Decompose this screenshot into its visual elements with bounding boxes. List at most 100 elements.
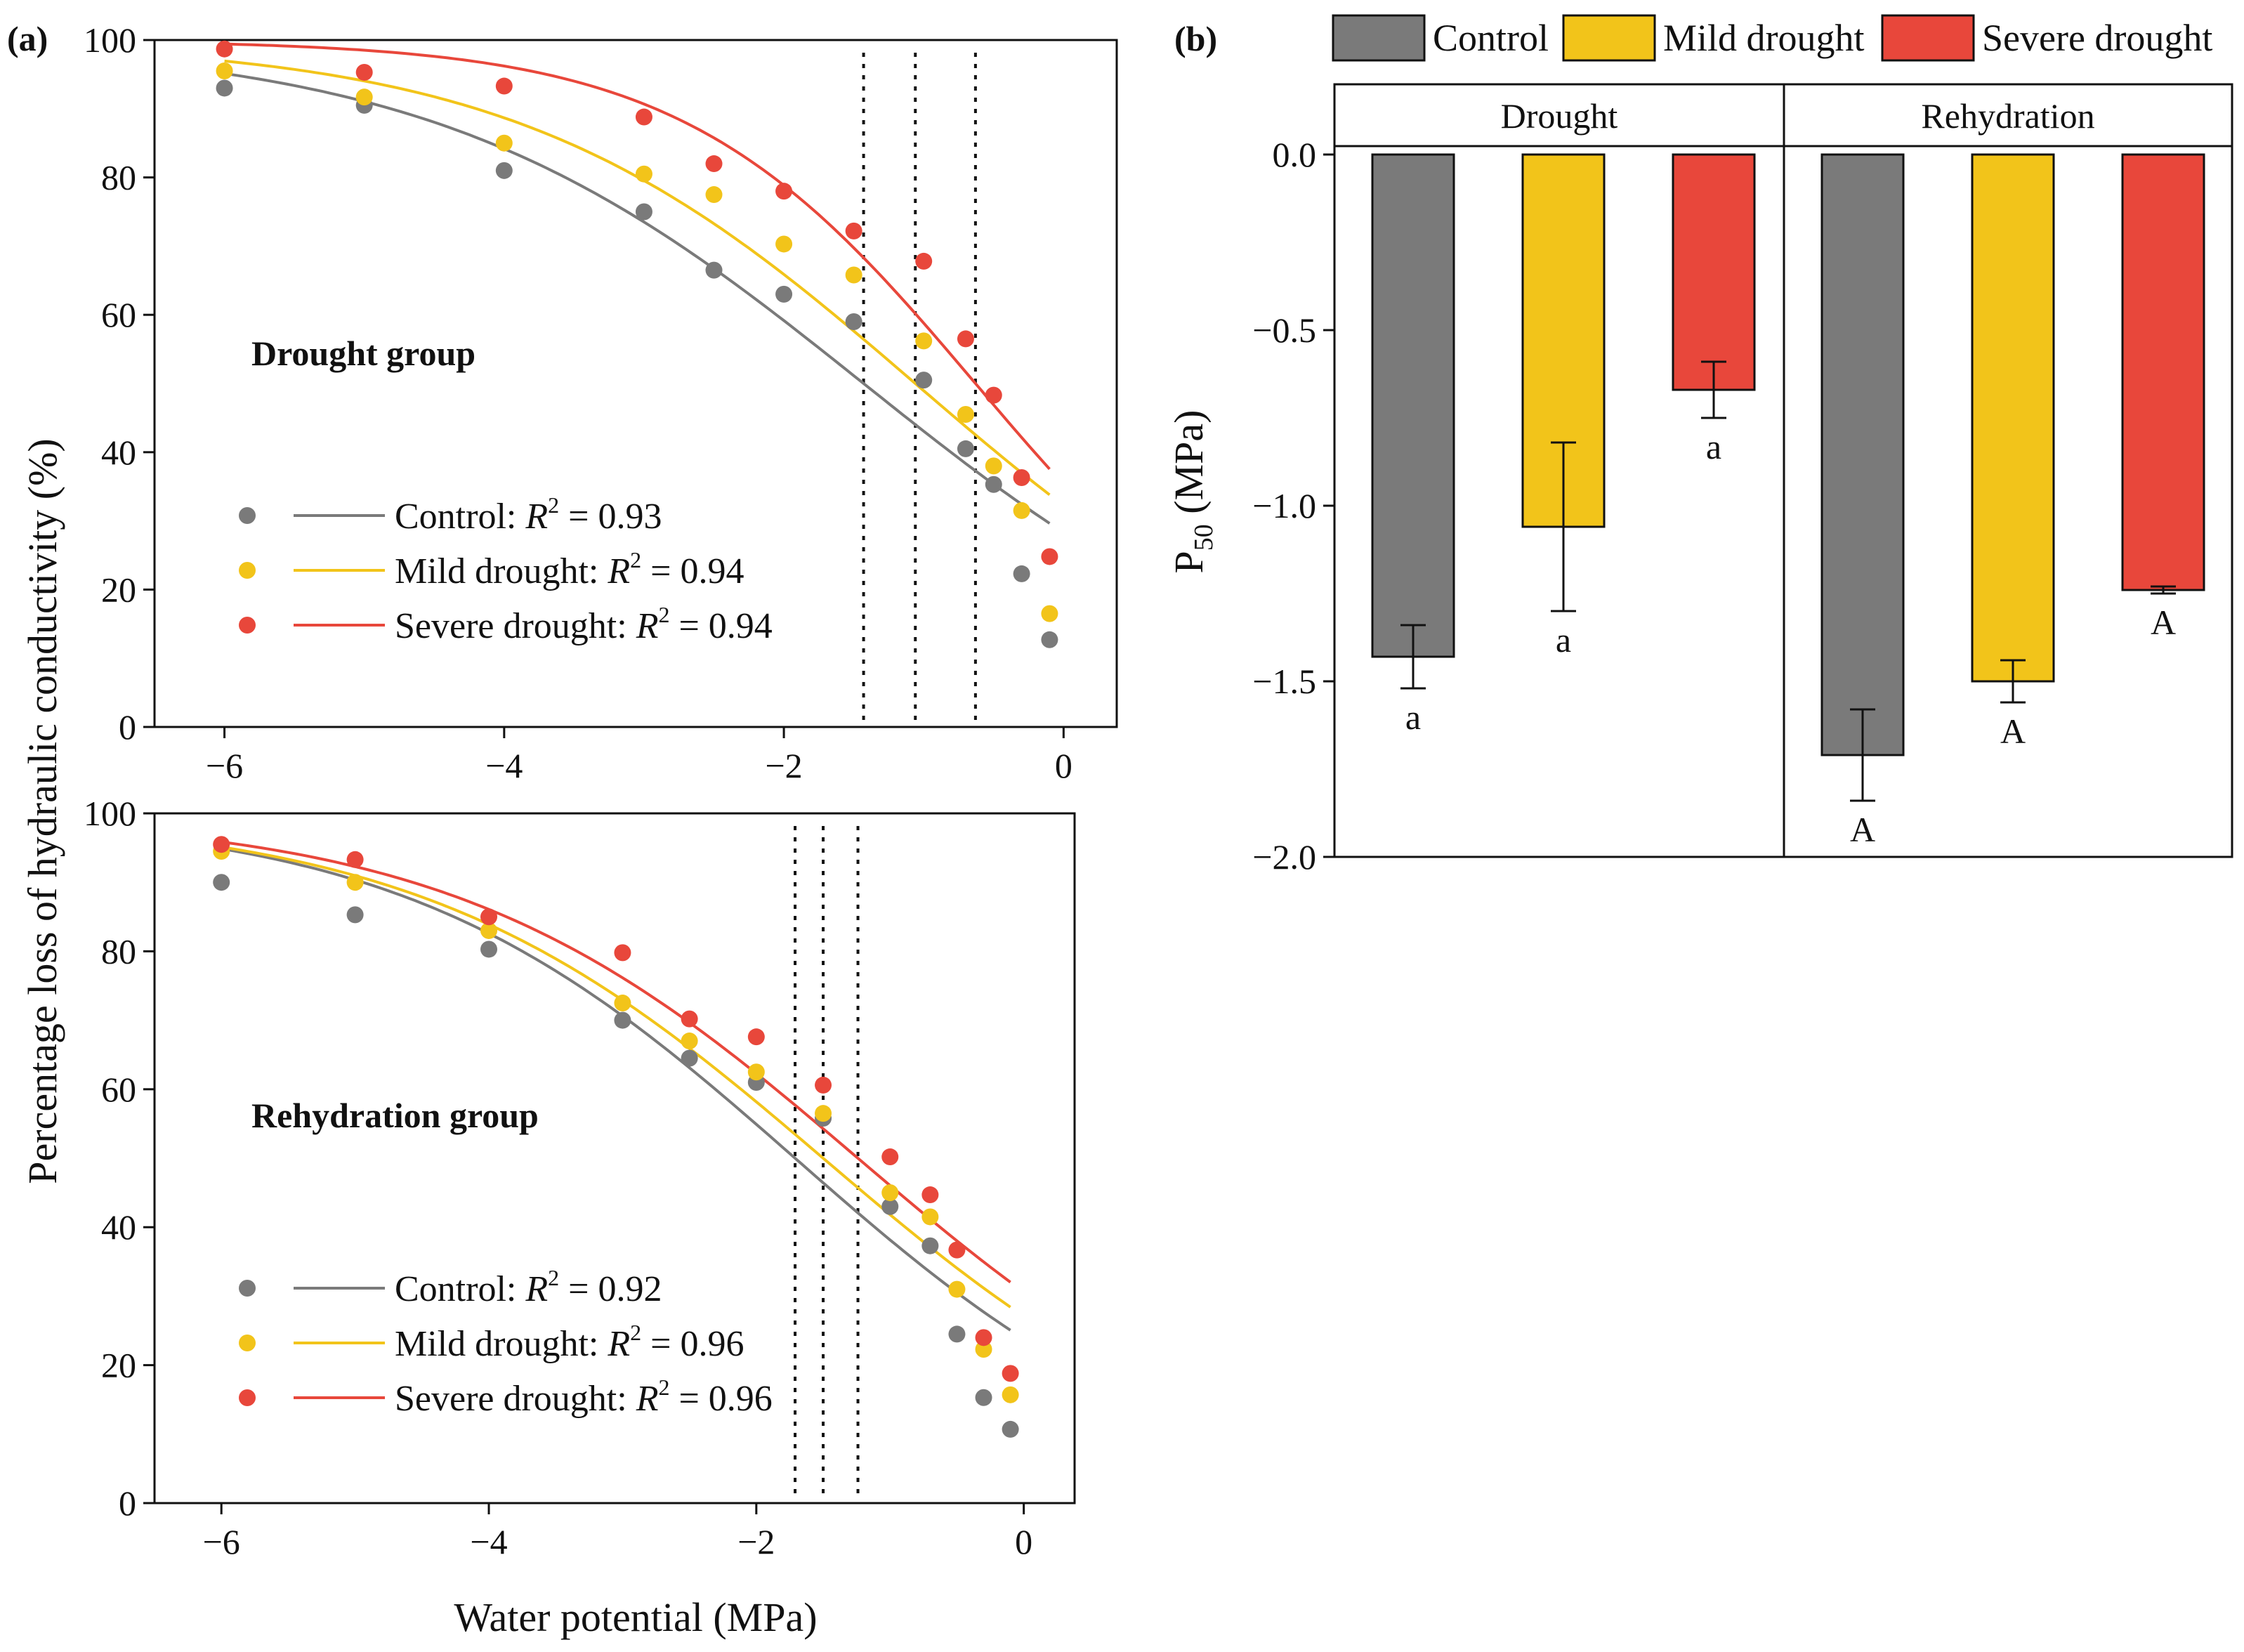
y-tick-label: 0 bbox=[119, 1483, 136, 1523]
y-axis-label: P50 (MPa) bbox=[1166, 410, 1219, 574]
control-legend-text: Control: R2 = 0.93 bbox=[395, 492, 662, 537]
y-tick-label: −1.0 bbox=[1252, 486, 1316, 525]
legend-separator: : bbox=[589, 551, 608, 591]
y-tick-label: 0.0 bbox=[1273, 135, 1317, 174]
facet-strip-label: Drought bbox=[1501, 96, 1618, 136]
legend-separator: : bbox=[617, 606, 636, 646]
severe-data-point bbox=[881, 1148, 899, 1166]
mild-bar bbox=[1971, 153, 2055, 683]
control-legend-marker bbox=[239, 1280, 256, 1297]
severe-legend-marker bbox=[239, 1389, 256, 1406]
mild-data-point bbox=[1013, 501, 1030, 519]
y-tick-label: 80 bbox=[101, 931, 136, 971]
legend-r2-superscript: 2 bbox=[630, 1320, 641, 1345]
severe-legend-swatch bbox=[1881, 14, 1975, 62]
x-axis-label: Water potential (MPa) bbox=[454, 1594, 817, 1640]
significance-letter: a bbox=[1706, 427, 1721, 466]
y-axis-subscript: 50 bbox=[1189, 524, 1219, 551]
severe-data-point bbox=[346, 851, 364, 868]
severe-data-point bbox=[985, 386, 1002, 404]
control-fit-curve bbox=[224, 72, 1051, 525]
legend-r2-superscript: 2 bbox=[658, 602, 669, 627]
severe-data-point bbox=[815, 1076, 832, 1094]
significance-letter: a bbox=[1556, 620, 1571, 660]
x-tick-label: −2 bbox=[737, 1522, 775, 1561]
y-tick-label: 40 bbox=[101, 433, 136, 472]
severe-data-point bbox=[1013, 468, 1030, 486]
mild-data-point bbox=[957, 406, 974, 424]
mild-legend-marker bbox=[239, 1335, 256, 1351]
facet-strip-label: Rehydration bbox=[1921, 96, 2094, 136]
mild-data-point bbox=[1002, 1386, 1019, 1403]
legend-r2-superscript: 2 bbox=[658, 1375, 669, 1400]
mild-legend-label: Mild drought bbox=[1663, 17, 1865, 59]
severe-fit-curve bbox=[224, 42, 1051, 471]
severe-data-point bbox=[705, 155, 723, 173]
mild-data-point bbox=[495, 134, 513, 152]
severe-data-point bbox=[948, 1241, 966, 1259]
y-axis-label: Percentage loss of hydraulic conductivit… bbox=[20, 438, 65, 1184]
control-data-point bbox=[705, 261, 723, 279]
control-legend-marker bbox=[239, 507, 256, 524]
group-title: Rehydration group bbox=[251, 1096, 539, 1135]
mild-data-point bbox=[775, 235, 793, 253]
control-data-point bbox=[480, 940, 498, 958]
significance-letter: A bbox=[2151, 603, 2176, 642]
y-tick-label: −1.5 bbox=[1252, 662, 1316, 701]
legend-series-name: Mild drought bbox=[395, 1324, 589, 1364]
control-data-point bbox=[921, 1237, 939, 1254]
y-tick-label: 0 bbox=[119, 707, 136, 747]
legend-series-name: Mild drought bbox=[395, 551, 589, 591]
severe-data-point bbox=[921, 1186, 939, 1204]
group-title: Drought group bbox=[251, 334, 475, 373]
control-data-point bbox=[975, 1389, 992, 1406]
legend-r2-symbol: R bbox=[607, 551, 630, 591]
significance-letter: a bbox=[1405, 697, 1421, 737]
legend-series-name: Severe drought bbox=[395, 1379, 617, 1419]
legend-r2-value: = 0.94 bbox=[669, 606, 772, 646]
mild-data-point bbox=[921, 1208, 939, 1226]
panel-a-label: (a) bbox=[7, 19, 48, 58]
drought-group-chart: 0 20 40 60 80 100 −6 −4 −2 0 Drought group Control:… bbox=[84, 20, 1118, 785]
x-tick-label: 0 bbox=[1055, 746, 1072, 785]
control-data-point bbox=[775, 285, 793, 303]
severe-legend-label: Severe drought bbox=[1982, 17, 2212, 59]
control-data-point bbox=[216, 79, 233, 97]
control-fit-curve bbox=[221, 847, 1011, 1332]
severe-data-point bbox=[495, 77, 513, 95]
mild-legend-text: Mild drought: R2 = 0.94 bbox=[395, 547, 744, 591]
significance-letter: A bbox=[1850, 810, 1875, 849]
control-data-point bbox=[957, 440, 974, 457]
plot-frame bbox=[153, 39, 1118, 728]
x-tick-label: −6 bbox=[206, 746, 243, 785]
severe-data-point bbox=[216, 40, 233, 58]
control-data-point bbox=[614, 1011, 631, 1029]
y-tick-label: 100 bbox=[84, 794, 136, 833]
severe-data-point bbox=[957, 330, 974, 348]
control-bar bbox=[1820, 153, 1905, 756]
mild-data-point bbox=[948, 1280, 966, 1298]
mild-data-point bbox=[614, 995, 631, 1012]
y-tick-label: 20 bbox=[101, 570, 136, 609]
x-tick-label: −2 bbox=[765, 746, 802, 785]
mild-data-point bbox=[1041, 605, 1058, 622]
panel-b-label: (b) bbox=[1174, 19, 1217, 58]
mild-data-point bbox=[681, 1032, 698, 1050]
legend-separator: : bbox=[617, 1379, 636, 1419]
severe-data-point bbox=[747, 1028, 765, 1046]
mild-data-point bbox=[747, 1063, 765, 1081]
mild-data-point bbox=[815, 1105, 832, 1122]
control-data-point bbox=[1013, 565, 1030, 582]
y-axis-symbol: P bbox=[1166, 551, 1212, 573]
mild-data-point bbox=[346, 874, 364, 891]
y-tick-label: 40 bbox=[101, 1207, 136, 1247]
y-tick-label: 60 bbox=[101, 295, 136, 334]
control-bar bbox=[1371, 153, 1455, 658]
legend-separator: : bbox=[506, 497, 525, 537]
severe-data-point bbox=[975, 1329, 992, 1346]
control-data-point bbox=[213, 874, 230, 891]
legend-series-name: Control bbox=[395, 1269, 506, 1309]
mild-data-point bbox=[985, 457, 1002, 475]
legend-r2-symbol: R bbox=[525, 1269, 548, 1309]
legend-r2-superscript: 2 bbox=[548, 1265, 559, 1290]
